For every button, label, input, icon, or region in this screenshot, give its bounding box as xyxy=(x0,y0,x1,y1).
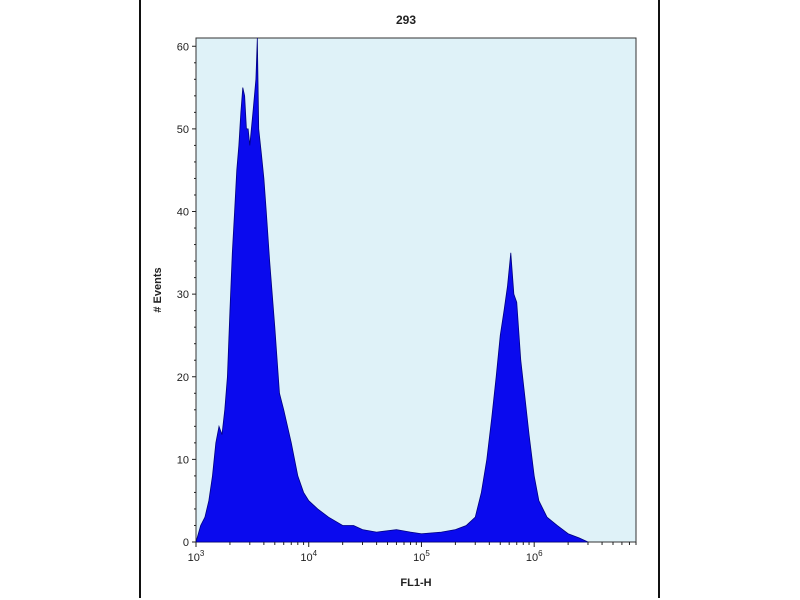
chart-title: 293 xyxy=(396,13,416,27)
x-tick-label: 104 xyxy=(300,549,317,564)
x-tick-label: 106 xyxy=(526,549,543,564)
histogram-layer xyxy=(195,37,589,543)
y-axis: 0 10 20 30 40 50 60 xyxy=(177,41,196,549)
y-tick-label: 50 xyxy=(177,124,189,136)
y-tick-label: 60 xyxy=(177,41,189,53)
x-tick-label: 105 xyxy=(413,549,430,564)
x-tick-label: 103 xyxy=(188,549,205,564)
y-tick-label: 0 xyxy=(183,537,189,549)
histogram-series xyxy=(195,37,589,543)
figure-frame xyxy=(139,0,660,598)
y-tick-label: 20 xyxy=(177,372,189,384)
x-axis-label: FL1-H xyxy=(400,577,431,589)
y-tick-label: 10 xyxy=(177,454,189,466)
y-tick-label: 40 xyxy=(177,207,189,219)
x-axis: 103 104 105 106 xyxy=(188,542,637,564)
y-tick-label: 30 xyxy=(177,289,189,301)
y-axis-label: # Events xyxy=(152,267,164,312)
